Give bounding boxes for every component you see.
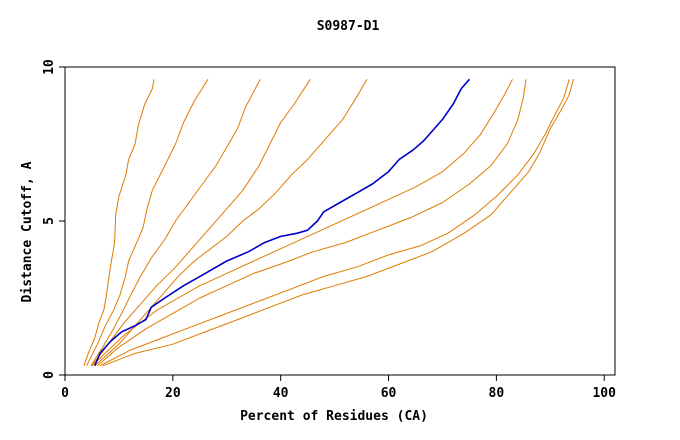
series-line-model-3: [90, 79, 261, 367]
series-line-model-2: [86, 79, 209, 367]
y-axis: 0 5 10: [42, 59, 65, 379]
series-line-model-7: [97, 79, 527, 367]
x-axis: 0 20 40 60 80 100: [61, 375, 616, 401]
x-tick-label: 100: [592, 386, 616, 401]
series-layer: [83, 78, 574, 367]
y-tick-label: 0: [42, 371, 57, 379]
y-axis-label: Distance Cutoff, A: [20, 161, 35, 302]
chart-title: S0987-D1: [317, 19, 380, 34]
series-line-model-1: [83, 79, 155, 366]
x-tick-label: 0: [61, 386, 69, 401]
x-tick-label: 40: [273, 386, 289, 401]
x-tick-label: 80: [489, 386, 505, 401]
series-line-target: [93, 78, 471, 367]
series-line-model-8: [99, 79, 570, 367]
series-line-model-9: [102, 79, 574, 367]
series-line-model-4: [91, 79, 311, 367]
x-tick-label: 20: [165, 386, 181, 401]
plot-area: [64, 66, 616, 376]
series-line-model-6: [91, 79, 513, 367]
series-line-model-5: [94, 79, 368, 367]
x-axis-label: Percent of Residues (CA): [240, 409, 428, 424]
y-tick-label: 5: [42, 217, 57, 225]
x-tick-label: 60: [381, 386, 397, 401]
y-tick-label: 10: [42, 59, 57, 75]
